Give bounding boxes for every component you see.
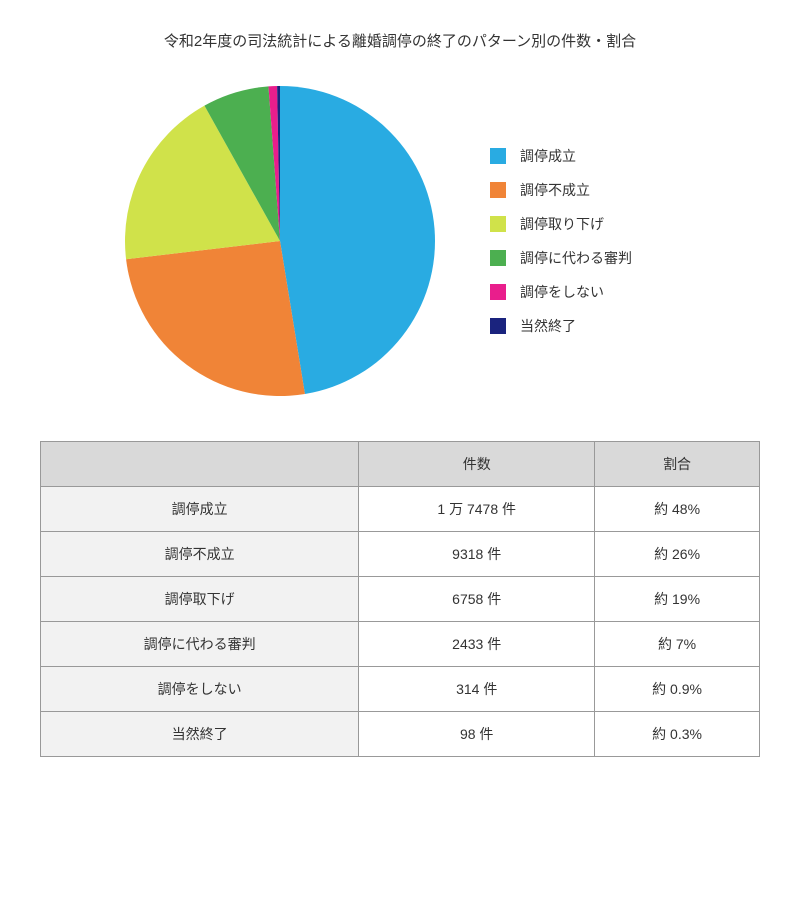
legend-label: 当然終了: [520, 316, 576, 336]
legend-label: 調停取り下げ: [520, 214, 604, 234]
pie-slice: [280, 86, 435, 394]
table-cell: 約 48%: [595, 487, 760, 532]
legend-item: 当然終了: [490, 316, 632, 336]
legend-label: 調停をしない: [520, 282, 604, 302]
data-table: 件数割合調停成立1 万 7478 件約 48%調停不成立9318 件約 26%調…: [40, 441, 760, 757]
table-row-label: 調停をしない: [41, 667, 359, 712]
table-cell: 約 26%: [595, 532, 760, 577]
table-row: 調停成立1 万 7478 件約 48%: [41, 487, 760, 532]
table-cell: 約 19%: [595, 577, 760, 622]
legend-item: 調停をしない: [490, 282, 632, 302]
legend-swatch: [490, 216, 506, 232]
legend-item: 調停取り下げ: [490, 214, 632, 234]
page-title: 令和2年度の司法統計による離婚調停の終了のパターン別の件数・割合: [40, 30, 760, 51]
table-header: 件数: [359, 442, 595, 487]
table-row: 当然終了98 件約 0.3%: [41, 712, 760, 757]
table-cell: 6758 件: [359, 577, 595, 622]
chart-row: 調停成立調停不成立調停取り下げ調停に代わる審判調停をしない当然終了: [40, 81, 760, 401]
table-row: 調停をしない314 件約 0.9%: [41, 667, 760, 712]
table-header: 割合: [595, 442, 760, 487]
table-row-label: 調停取下げ: [41, 577, 359, 622]
legend: 調停成立調停不成立調停取り下げ調停に代わる審判調停をしない当然終了: [490, 132, 632, 350]
table-cell: 314 件: [359, 667, 595, 712]
legend-swatch: [490, 284, 506, 300]
table-cell: 約 0.9%: [595, 667, 760, 712]
table-row: 調停不成立9318 件約 26%: [41, 532, 760, 577]
table-row-label: 調停不成立: [41, 532, 359, 577]
table-cell: 2433 件: [359, 622, 595, 667]
table-cell: 9318 件: [359, 532, 595, 577]
pie-slice: [126, 241, 305, 396]
table-header: [41, 442, 359, 487]
legend-swatch: [490, 250, 506, 266]
table-cell: 98 件: [359, 712, 595, 757]
legend-label: 調停不成立: [520, 180, 590, 200]
table-row-label: 調停成立: [41, 487, 359, 532]
legend-swatch: [490, 148, 506, 164]
table-row-label: 調停に代わる審判: [41, 622, 359, 667]
table-row-label: 当然終了: [41, 712, 359, 757]
table-row: 調停取下げ6758 件約 19%: [41, 577, 760, 622]
legend-label: 調停に代わる審判: [520, 248, 632, 268]
legend-swatch: [490, 182, 506, 198]
legend-item: 調停不成立: [490, 180, 632, 200]
legend-label: 調停成立: [520, 146, 576, 166]
table-cell: 約 7%: [595, 622, 760, 667]
pie-chart: [120, 81, 440, 401]
table-cell: 1 万 7478 件: [359, 487, 595, 532]
legend-item: 調停成立: [490, 146, 632, 166]
legend-swatch: [490, 318, 506, 334]
table-row: 調停に代わる審判2433 件約 7%: [41, 622, 760, 667]
legend-item: 調停に代わる審判: [490, 248, 632, 268]
table-cell: 約 0.3%: [595, 712, 760, 757]
